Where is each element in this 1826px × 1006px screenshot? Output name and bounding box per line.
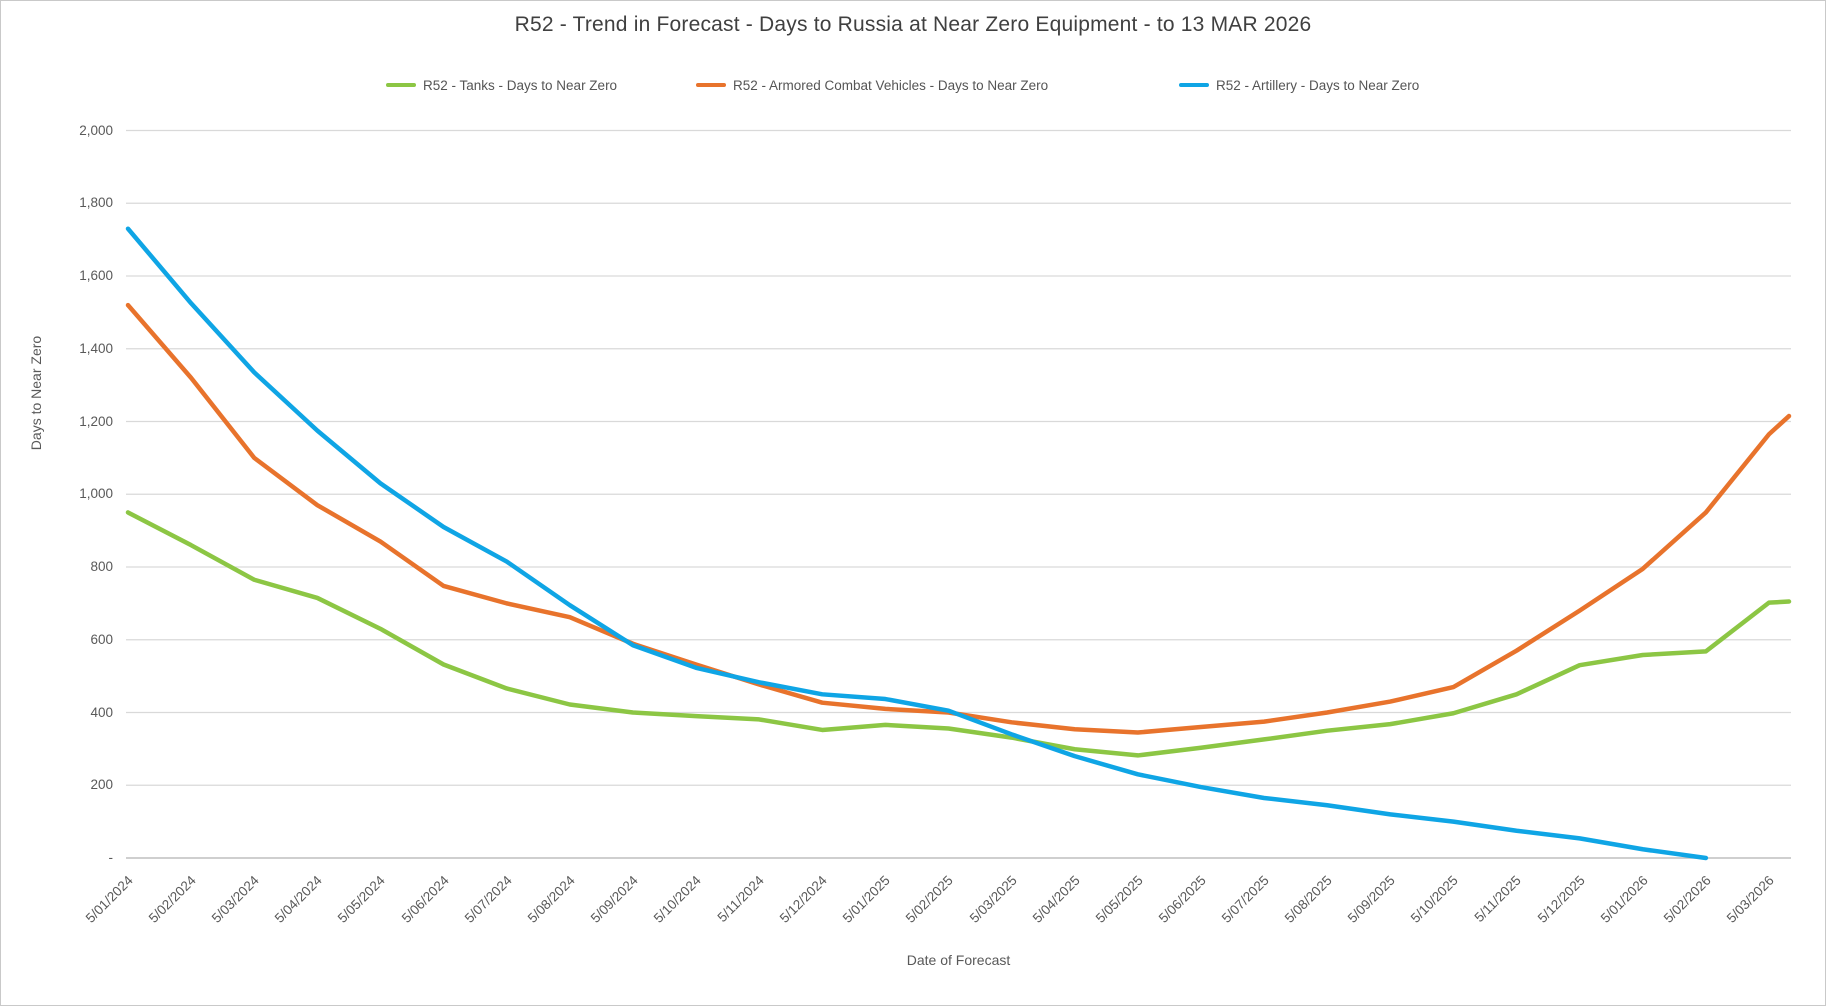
legend-item-armored-combat-vehicles: R52 - Armored Combat Vehicles - Days to … <box>696 76 1048 94</box>
series-line-2 <box>125 226 1709 861</box>
y-tick-label-1,600: 1,600 <box>79 268 113 283</box>
series-line-1 <box>125 302 1792 735</box>
artillery-series-swatch-icon <box>1179 82 1209 88</box>
y-tick-label-1,400: 1,400 <box>79 340 113 356</box>
y-tick-label-2,000: 2,000 <box>79 122 113 138</box>
y-axis-title: Days to Near Zero <box>28 335 44 451</box>
y-tick-label-400: 400 <box>90 704 113 720</box>
y-tick-label-800: 800 <box>90 559 113 574</box>
y-tick-label-1,000: 1,000 <box>79 486 113 502</box>
series-line-0 <box>125 510 1792 758</box>
y-tick-label-1,200: 1,200 <box>79 413 113 429</box>
legend-label-armored-combat-vehicles: R52 - Armored Combat Vehicles - Days to … <box>733 77 1049 93</box>
tanks-series-swatch-icon <box>386 82 416 88</box>
y-axis-tick-labels: - 200 400 600 800 1,000 1,200 1,400 1,600 1,800 2,… <box>1 1 113 1005</box>
x-axis-title: Date of Forecast <box>906 952 1011 968</box>
legend-label-tanks: R52 - Tanks - Days to Near Zero <box>423 77 618 93</box>
y-tick-label-1,800: 1,800 <box>79 195 113 211</box>
legend-item-tanks: R52 - Tanks - Days to Near Zero <box>386 76 617 94</box>
acv-series-swatch-icon <box>696 82 726 88</box>
legend-item-artillery: R52 - Artillery - Days to Near Zero <box>1179 76 1419 94</box>
y-tick-label--: - <box>108 850 114 865</box>
chart-title: R52 - Trend in Forecast - Days to Russia… <box>514 13 1312 36</box>
y-tick-label-200: 200 <box>90 777 113 793</box>
legend-label-artillery: R52 - Artillery - Days to Near Zero <box>1216 77 1420 93</box>
y-tick-label-600: 600 <box>90 631 113 647</box>
